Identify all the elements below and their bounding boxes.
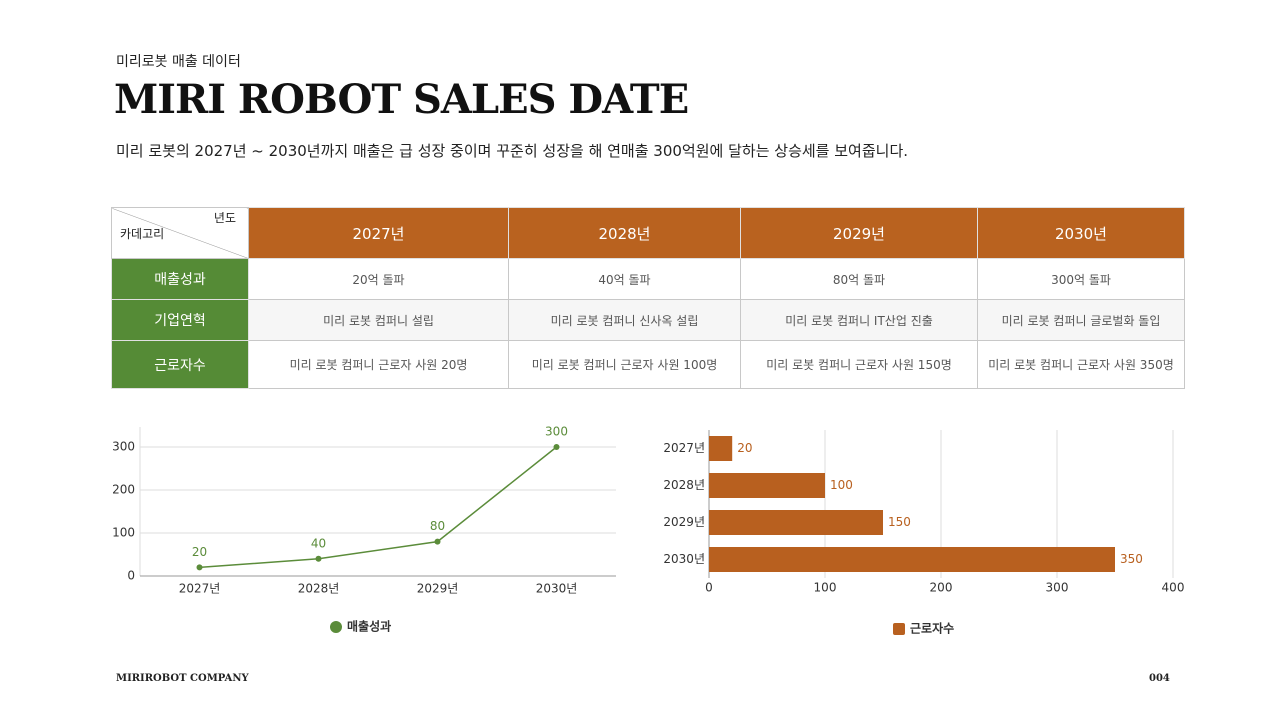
x-tick-label: 100: [814, 581, 837, 595]
bar: [709, 510, 883, 535]
footer-company: MIRIROBOT COMPANY: [116, 673, 249, 684]
legend-marker: [330, 621, 342, 633]
legend-label: 매출성과: [347, 619, 391, 634]
bar: [709, 473, 825, 498]
table-cell: 미리 로봇 컴퍼니 근로자 사원 150명: [740, 340, 978, 389]
table-cell: 미리 로봇 컴퍼니 신사옥 설립: [508, 299, 741, 341]
x-tick-label: 2030년: [536, 582, 578, 596]
y-tick-label: 2028년: [663, 478, 705, 492]
legend-label: 근로자수: [910, 621, 954, 636]
data-label: 20: [192, 545, 207, 559]
data-point: [553, 444, 560, 450]
x-tick-label: 2029년: [417, 582, 459, 596]
corner-bottom: 카데고리: [120, 227, 165, 241]
data-point: [315, 555, 322, 562]
row-label: 매출성과: [111, 258, 249, 300]
bar: [709, 547, 1115, 572]
x-tick-label: 0: [705, 581, 713, 595]
data-label: 40: [311, 536, 326, 550]
table-row: 근로자수 미리 로봇 컴퍼니 근로자 사원 20명 미리 로봇 컴퍼니 근로자 사원…: [111, 340, 1185, 389]
y-tick-label: 2027년: [663, 441, 705, 455]
data-point: [434, 538, 441, 545]
table-row: 매출성과 20억 돌파 40억 돌파 80억 돌파 300억 돌파: [111, 258, 1185, 300]
legend-marker: [893, 623, 905, 635]
row-label: 근로자수: [111, 340, 249, 389]
data-label: 150: [888, 515, 911, 529]
table-cell: 미리 로봇 컴퍼니 글로벌화 돌입: [977, 299, 1185, 341]
y-tick-label: 0: [127, 569, 135, 583]
description: 미리 로봇의 2027년 ~ 2030년까지 매출은 급 성장 중이며 꾸준히 …: [116, 142, 909, 160]
data-label: 350: [1120, 552, 1143, 566]
y-tick-label: 200: [112, 483, 135, 497]
page-number: 004: [1149, 673, 1170, 684]
data-label: 20: [737, 441, 752, 455]
y-tick-label: 100: [112, 526, 135, 540]
header-row: 년도 카데고리 2027년 2028년 2029년 2030년: [111, 207, 1185, 259]
table-cell: 80억 돌파: [740, 258, 978, 300]
x-tick-label: 200: [930, 581, 953, 595]
y-tick-label: 300: [112, 440, 135, 454]
table-cell: 20억 돌파: [248, 258, 509, 300]
data-point: [196, 564, 203, 571]
x-tick-label: 400: [1162, 581, 1185, 595]
kicker: 미리로봇 매출 데이터: [116, 54, 241, 70]
column-header: 2027년: [248, 207, 509, 259]
table-cell: 미리 로봇 컴퍼니 근로자 사원 100명: [508, 340, 741, 389]
column-header: 2028년: [508, 207, 741, 259]
y-tick-label: 2030년: [663, 552, 705, 566]
title: MIRI ROBOT SALES DATE: [114, 76, 689, 123]
corner-top: 년도: [213, 211, 236, 225]
x-tick-label: 2028년: [298, 582, 340, 596]
table-cell: 미리 로봇 컴퍼니 설립: [248, 299, 509, 341]
x-tick-label: 300: [1046, 581, 1069, 595]
data-label: 300: [545, 425, 568, 439]
line-series: [199, 446, 557, 569]
x-tick-label: 2027년: [179, 582, 221, 596]
column-header: 2029년: [740, 207, 978, 259]
data-label: 100: [830, 478, 853, 492]
data-table: 년도 카데고리 2027년 2028년 2029년 2030년 매출성과 20억 돌파 40억 …: [111, 207, 1185, 389]
table-row: 기업연혁 미리 로봇 컴퍼니 설립 미리 로봇 컴퍼니 신사옥 설립 미리 로봇 컴퍼…: [111, 299, 1185, 341]
table-cell: 40억 돌파: [508, 258, 741, 300]
y-tick-label: 2029년: [663, 515, 705, 529]
bar: [709, 436, 733, 461]
table-cell: 미리 로봇 컴퍼니 근로자 사원 350명: [977, 340, 1185, 389]
data-label: 80: [430, 519, 445, 533]
column-header: 2030년: [977, 207, 1185, 259]
row-label: 기업연혁: [111, 299, 249, 341]
